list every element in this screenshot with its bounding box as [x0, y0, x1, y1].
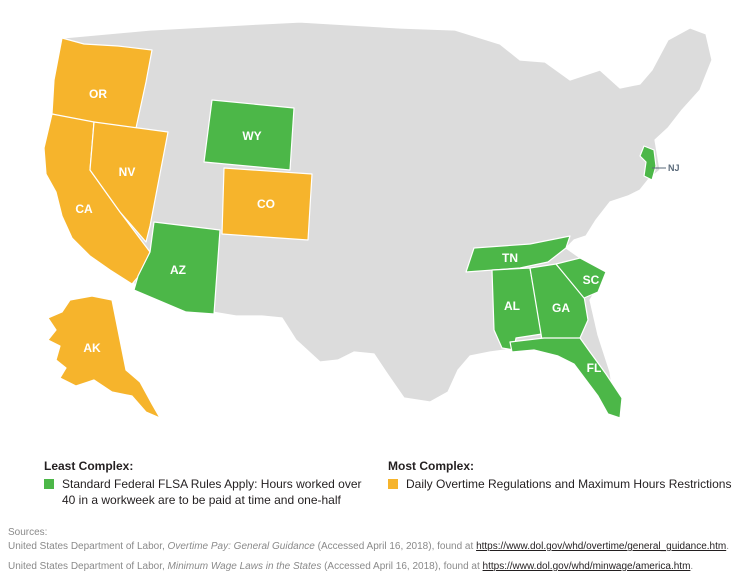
state-fl	[509, 337, 623, 419]
label-nv: NV	[119, 165, 136, 179]
label-az: AZ	[170, 263, 186, 277]
state-nv	[89, 121, 169, 243]
source-2-link[interactable]: https://www.dol.gov/whd/minwage/america.…	[482, 561, 691, 572]
label-al: AL	[504, 299, 520, 313]
state-wy	[203, 99, 295, 171]
legend-most-text: Daily Overtime Regulations and Maximum H…	[406, 477, 732, 491]
other-states-area	[59, 21, 713, 403]
legend-least-swatch	[44, 479, 54, 489]
state-nj	[639, 145, 657, 181]
us-overtime-map: OR CA NV WY CO AZ AK TN AL GA SC FL NJ	[43, 21, 713, 419]
state-tn	[465, 235, 571, 273]
legend-least-title: Least Complex:	[44, 459, 134, 473]
source-item-2: United States Department of Labor, Minim…	[8, 560, 748, 574]
legend-most-swatch	[388, 479, 398, 489]
source-1-suffix: .	[726, 541, 729, 552]
label-ga: GA	[552, 301, 570, 315]
sources: Sources: United States Department of Lab…	[8, 526, 748, 574]
legend-least-text: Standard Federal FLSA Rules Apply: Hours…	[62, 477, 362, 507]
sources-label: Sources:	[8, 527, 48, 538]
source-2-title: Minimum Wage Laws in the States	[167, 561, 322, 572]
state-or	[51, 37, 153, 129]
legend-least-complex: Least Complex: Standard Federal FLSA Rul…	[44, 458, 374, 508]
state-sc	[555, 257, 607, 299]
source-1-link[interactable]: https://www.dol.gov/whd/overtime/general…	[476, 541, 727, 552]
state-ak	[47, 295, 161, 419]
label-or: OR	[89, 87, 107, 101]
label-sc: SC	[583, 273, 600, 287]
state-az	[133, 221, 221, 315]
label-fl: FL	[587, 361, 602, 375]
source-2-middle: (Accessed April 16, 2018), found at	[321, 561, 483, 572]
source-1-prefix: United States Department of Labor,	[8, 541, 168, 552]
label-co: CO	[257, 197, 275, 211]
label-ak: AK	[83, 341, 101, 355]
label-nj: NJ	[668, 163, 680, 173]
source-2-suffix: .	[690, 561, 694, 572]
state-co	[221, 167, 313, 241]
source-item-1: United States Department of Labor, Overt…	[8, 540, 748, 554]
legend-most-row: Daily Overtime Regulations and Maximum H…	[388, 476, 748, 492]
label-ca: CA	[75, 202, 93, 216]
source-1-middle: (Accessed April 16, 2018), found at	[314, 541, 477, 552]
source-2-prefix: United States Department of Labor,	[8, 561, 168, 572]
legend-most-title: Most Complex:	[388, 459, 475, 473]
legend-most-complex: Most Complex: Daily Overtime Regulations…	[388, 458, 748, 492]
label-tn: TN	[502, 251, 518, 265]
source-1-title: Overtime Pay: General Guidance	[167, 541, 315, 552]
legend-least-row: Standard Federal FLSA Rules Apply: Hours…	[44, 476, 374, 508]
label-wy: WY	[242, 129, 261, 143]
